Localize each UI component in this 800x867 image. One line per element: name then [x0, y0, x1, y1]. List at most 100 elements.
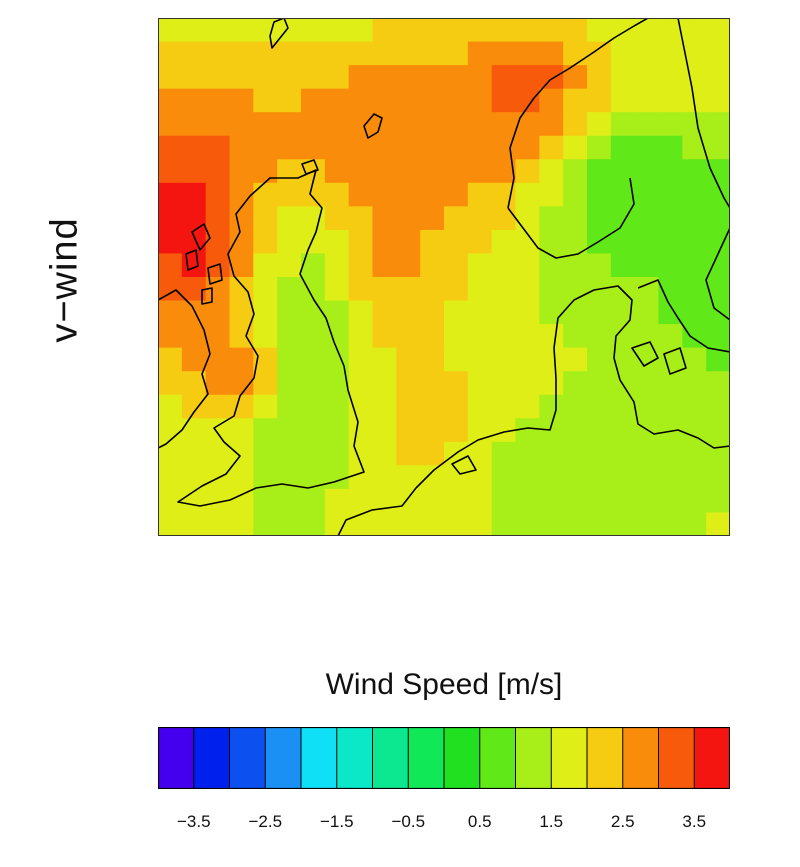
wind-grid-cell: [539, 394, 564, 419]
wind-grid-cell: [491, 253, 516, 278]
wind-grid-cell: [253, 418, 278, 443]
wind-grid-cell: [277, 324, 302, 349]
wind-grid-cell: [467, 112, 493, 137]
wind-grid-cell: [348, 465, 373, 490]
wind-grid-cell: [467, 253, 493, 278]
wind-grid-cell: [253, 135, 278, 160]
wind-grid-cell: [467, 18, 493, 42]
wind-grid-cell: [420, 300, 445, 325]
wind-grid-cell: [491, 135, 516, 160]
wind-grid-cell: [515, 65, 540, 90]
wind-grid-cell: [181, 206, 207, 231]
wind-grid-cell: [467, 347, 493, 372]
wind-grid-cell: [682, 112, 707, 137]
wind-grid-cell: [515, 488, 540, 513]
wind-grid-cell: [563, 206, 588, 231]
wind-grid-cell: [158, 112, 183, 137]
colorbar-tick-labels: −3.5 −2.5 −1.5 −0.5 0.5 1.5 2.5 3.5: [158, 812, 730, 842]
wind-grid-cell: [634, 159, 659, 184]
wind-grid-cell: [277, 512, 302, 536]
wind-grid-cell: [205, 135, 230, 160]
wind-grid-cell: [372, 206, 397, 231]
wind-grid-cell: [253, 465, 278, 490]
wind-grid-cell: [706, 253, 730, 278]
wind-grid-cell: [181, 465, 207, 490]
colorbar-bin: [336, 727, 374, 789]
wind-grid-cell: [348, 371, 373, 396]
colorbar-tick-label: 1.5: [539, 812, 564, 831]
wind-grid-cell: [253, 65, 278, 90]
wind-grid-cell: [491, 65, 516, 90]
wind-grid-cell: [682, 41, 707, 66]
wind-grid-cell: [181, 441, 207, 466]
wind-grid-cell: [491, 418, 516, 443]
wind-grid-cell: [491, 324, 516, 349]
wind-grid-cell: [634, 65, 659, 90]
wind-grid-cell: [515, 88, 540, 113]
wind-grid-cell: [348, 253, 373, 278]
wind-grid-cell: [682, 229, 707, 254]
wind-grid-cell: [563, 182, 588, 207]
wind-grid-cell: [444, 300, 469, 325]
wind-grid-cell: [229, 441, 254, 466]
wind-grid-cell: [205, 371, 230, 396]
wind-grid-cell: [181, 371, 207, 396]
wind-grid-cell: [706, 512, 730, 536]
wind-grid-cell: [372, 394, 397, 419]
wind-grid-cell: [420, 394, 445, 419]
wind-grid-cell: [324, 159, 350, 184]
wind-grid-cell: [229, 112, 254, 137]
wind-grid-cell: [324, 229, 350, 254]
wind-grid-cell: [277, 182, 302, 207]
wind-grid-cell: [658, 324, 683, 349]
wind-grid-cell: [253, 512, 278, 536]
wind-grid-cell: [539, 371, 564, 396]
wind-grid-cell: [587, 112, 612, 137]
wind-grid-cell: [372, 324, 397, 349]
wind-grid-cell: [444, 112, 469, 137]
wind-grid-cell: [301, 229, 326, 254]
wind-grid-cell: [658, 465, 683, 490]
wind-grid-cell: [396, 206, 421, 231]
coastline-great-britain: [177, 169, 365, 507]
wind-grid-cell: [539, 206, 564, 231]
wind-grid-cell: [515, 324, 540, 349]
wind-grid-cell: [301, 18, 326, 42]
wind-grid-cell: [539, 159, 564, 184]
wind-grid-cell: [205, 488, 230, 513]
wind-grid-cell: [253, 277, 278, 301]
wind-grid-cell: [539, 512, 564, 536]
wind-grid-cell: [658, 512, 683, 536]
wind-grid-cell: [587, 41, 612, 66]
wind-grid-cell: [348, 324, 373, 349]
wind-grid-cell: [444, 324, 469, 349]
wind-grid-cell: [563, 324, 588, 349]
wind-grid-cell: [324, 347, 350, 372]
wind-grid-cell: [658, 253, 683, 278]
wind-grid-cell: [205, 418, 230, 443]
wind-grid-cell: [181, 159, 207, 184]
wind-grid-cell: [348, 135, 373, 160]
wind-grid-cell: [682, 206, 707, 231]
wind-grid-cell: [563, 465, 588, 490]
wind-grid-cell: [324, 418, 350, 443]
coastline-baltic: [705, 227, 730, 321]
wind-grid-cell: [491, 371, 516, 396]
wind-grid-cell: [277, 277, 302, 301]
wind-grid-cell: [634, 324, 659, 349]
wind-grid-cell: [229, 65, 254, 90]
wind-grid-cell: [682, 418, 707, 443]
wind-grid-cell: [467, 300, 493, 325]
wind-grid-cell: [158, 159, 183, 184]
wind-grid-cell: [706, 229, 730, 254]
colorbar-bin: [300, 727, 338, 789]
wind-grid-cell: [682, 253, 707, 278]
wind-grid-cell: [444, 465, 469, 490]
wind-grid-cell: [396, 159, 421, 184]
wind-grid-cell: [539, 324, 564, 349]
wind-grid-cell: [348, 65, 373, 90]
wind-grid-cell: [372, 465, 397, 490]
wind-grid-cell: [491, 206, 516, 231]
wind-grid-cell: [467, 394, 493, 419]
wind-grid-cell: [491, 512, 516, 536]
